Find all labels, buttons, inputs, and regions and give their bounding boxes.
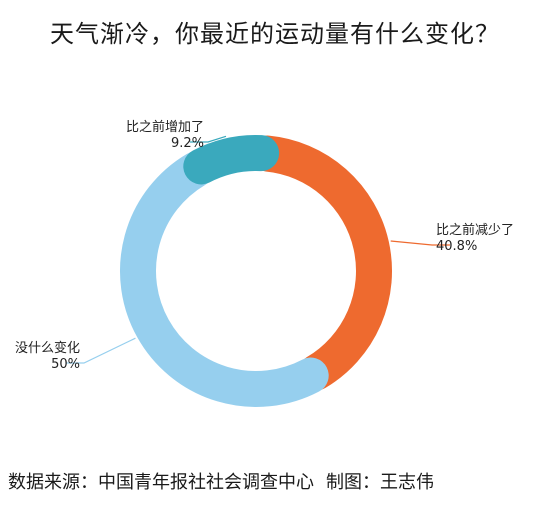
source-note: 数据来源：中国青年报社社会调查中心: [8, 472, 314, 493]
donut-slice: [120, 151, 329, 407]
leader-line: [66, 337, 136, 364]
slice-label: 没什么变化: [15, 340, 80, 356]
slice-value-label: 50%: [51, 357, 80, 372]
slice-value-label: 9.2%: [171, 136, 204, 151]
donut-slice: [249, 135, 392, 391]
credit-note: 制图：王志伟: [326, 472, 434, 493]
slice-label: 比之前增加了: [126, 119, 204, 135]
donut-slice: [183, 135, 280, 185]
footer: 数据来源：中国青年报社社会调查中心 制图：王志伟: [8, 468, 548, 494]
leader-line: [390, 240, 450, 246]
slice-value-label: 40.8%: [436, 239, 477, 254]
donut-slices: [120, 135, 392, 407]
leader-line: [190, 135, 227, 143]
chart-title: 天气渐冷，你最近的运动量有什么变化？: [50, 20, 500, 48]
slice-label: 比之前减少了: [436, 222, 514, 238]
